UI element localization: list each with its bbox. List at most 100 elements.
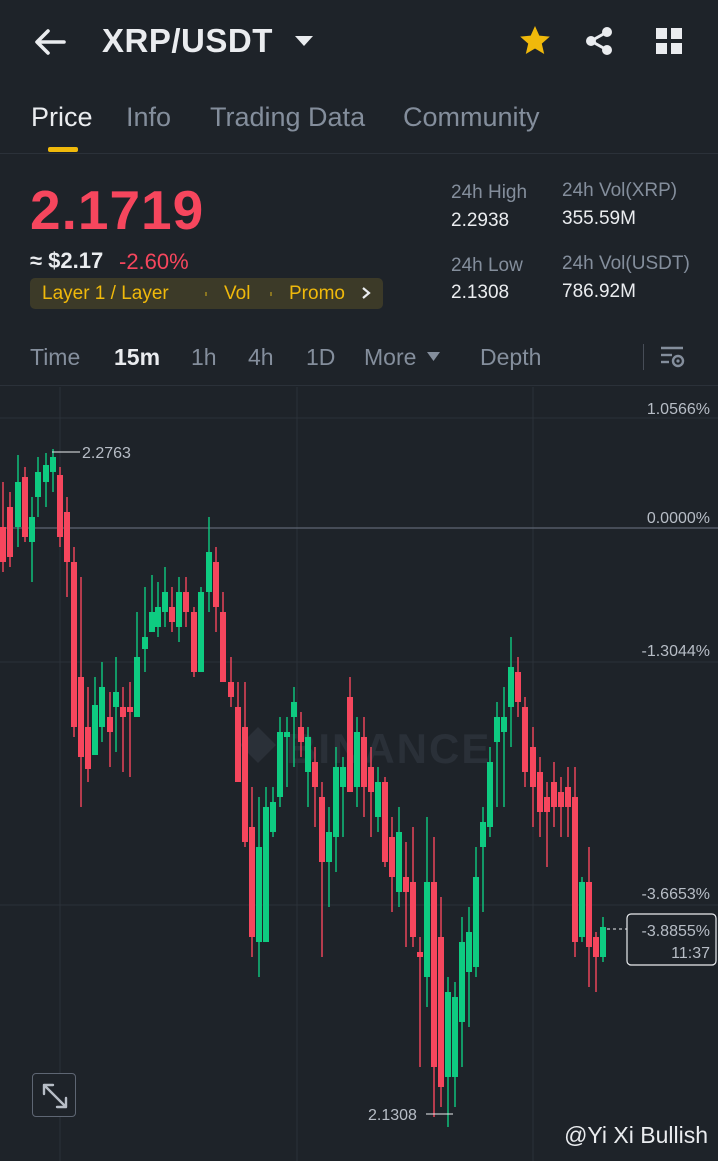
exchange-watermark: BINANCE [240,725,491,772]
candle-body [176,592,182,627]
candle-body [410,882,416,937]
candle-body [522,707,528,772]
interval-more[interactable]: More [364,344,417,370]
back-arrow-icon[interactable] [32,24,68,60]
candle-body [312,762,318,787]
high-label: 24h High [451,182,528,203]
candle-body [417,952,423,957]
candle-body [501,717,507,732]
high-marker-label: 2.2763 [82,445,131,462]
candle-body [270,802,276,832]
axis-label-top: 1.0566% [647,401,710,418]
caret-down-icon[interactable] [294,34,314,48]
candle-body [107,717,113,732]
expand-chart-button[interactable] [32,1073,76,1117]
candle-body [431,882,437,1067]
low-marker-label: 2.1308 [368,1107,417,1124]
candle-body [558,792,564,807]
candle-body [43,465,49,482]
axis-label-zero: 0.0000% [647,510,710,527]
candle-body [7,507,13,557]
candle-body [249,827,255,937]
candle-body [64,512,70,562]
candle-body [508,667,514,707]
vol-quote-value: 786.92M [562,281,636,302]
candle-body [600,927,606,957]
chart-canvas[interactable]: BINANCE 1.0566% 0.0000% -1.3044% -3.6653… [0,387,718,1161]
candle-body [403,877,409,892]
tag-vol[interactable]: Vol [224,283,251,304]
interval-1d[interactable]: 1D [306,344,336,370]
candle-body [382,782,388,862]
candle-body [445,992,451,1077]
candle-body [586,882,592,947]
candle-body [593,937,599,957]
candle-body [466,932,472,972]
candle-body [113,692,119,707]
share-icon[interactable] [582,24,616,58]
chart-settings-icon[interactable] [658,343,686,371]
candle-body [228,682,234,697]
tab-info[interactable]: Info [126,102,172,132]
tag-layer[interactable]: Layer 1 / Layer [42,283,169,304]
candle-body [375,782,381,817]
grid-icon[interactable] [652,24,686,58]
candle-body [480,822,486,847]
candle-body [263,807,269,942]
candle-body [530,747,536,787]
tag-promo[interactable]: Promo [289,283,345,304]
interval-time[interactable]: Time [30,344,81,370]
candle-body [340,767,346,787]
candle-body [220,612,226,682]
tab-trading-data[interactable]: Trading Data [210,102,366,132]
interval-15m[interactable]: 15m [114,344,161,370]
candle-body [35,472,41,497]
candle-body [396,832,402,892]
candle-body [92,705,98,755]
candlestick-chart[interactable]: BINANCE 1.0566% 0.0000% -1.3044% -3.6653… [0,387,718,1161]
candle-body [71,562,77,727]
expand-icon [42,1083,68,1109]
current-price-box [626,913,717,966]
interval-1h[interactable]: 1h [191,344,217,370]
candle-body [579,882,585,937]
candle-body [183,592,189,612]
caret-down-icon[interactable] [426,351,441,362]
candle-body [50,457,56,472]
candle-body [169,607,175,622]
chevron-right-icon [362,287,371,299]
candle-body [544,797,550,812]
candle-body [29,517,35,542]
candle-body [78,677,84,757]
active-tab-indicator [48,147,78,152]
credit-watermark: @Yi Xi Bullish [564,1122,708,1148]
candle-body [326,832,332,862]
watermark-text: BINANCE [286,725,491,772]
axis-label-mid: -1.3044% [642,643,711,660]
section-tabs: Price Info Trading Data Community [0,96,718,154]
last-price: 2.1719 [30,179,205,241]
vol-quote-label: 24h Vol(USDT) [562,253,690,274]
candle-body [572,797,578,942]
vol-base-label: 24h Vol(XRP) [562,180,678,201]
countdown-label: 11:37 [671,945,710,962]
tag-bar[interactable]: Layer 1 / Layer Vol Promo [30,278,383,309]
candle-body [284,732,290,737]
tab-community[interactable]: Community [403,102,540,132]
interval-bar: Time 15m 1h 4h 1D More Depth [0,330,718,386]
tab-price[interactable]: Price [31,102,93,132]
candle-body [277,732,283,797]
depth-tab[interactable]: Depth [480,344,542,370]
trading-pair-title[interactable]: XRP/USDT [102,22,273,59]
candle-body [298,727,304,742]
high-value: 2.2938 [451,210,510,231]
candle-body [473,877,479,967]
tag-divider [205,292,207,296]
candle-body [347,697,353,792]
candle-body [142,637,148,649]
candle-body [452,997,458,1077]
price-in-usd: ≈ $2.17 [30,248,104,273]
interval-4h[interactable]: 4h [248,344,274,370]
star-icon[interactable] [518,24,552,58]
current-change-label: -3.8855% [642,923,711,940]
